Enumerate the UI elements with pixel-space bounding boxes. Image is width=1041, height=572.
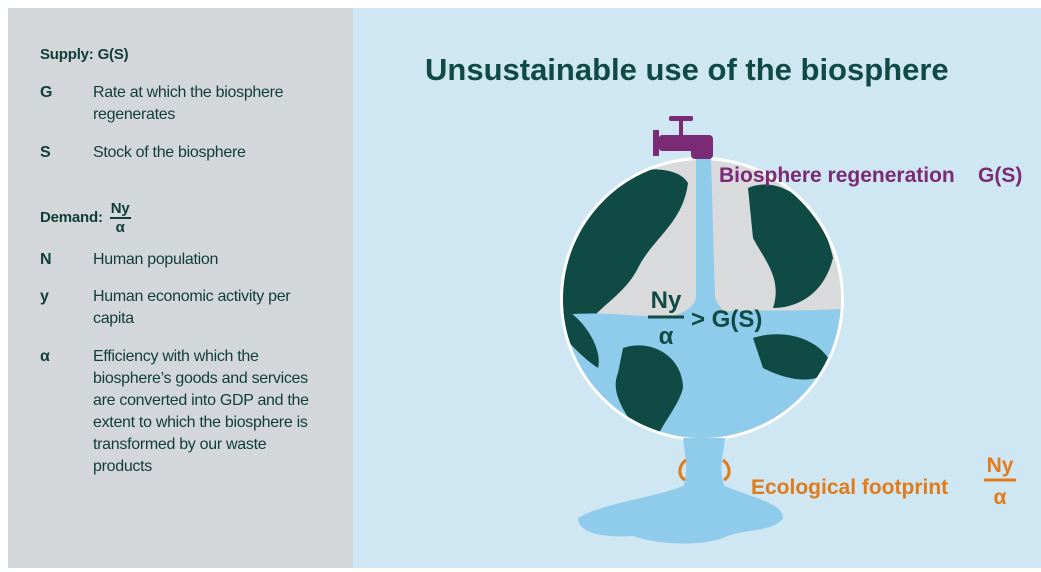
supply-heading: Supply: G(S) (40, 46, 129, 63)
puddle (578, 486, 783, 544)
illustration: Unsustainable use of the biosphere (353, 8, 1041, 568)
drip-mark (678, 458, 687, 482)
footprint-label: Ecological footprint (751, 476, 948, 499)
numerator: Ny (651, 287, 682, 314)
footprint-numerator: Ny (987, 454, 1014, 477)
description: Human population (93, 251, 219, 268)
description: Human economic activity per capita (93, 288, 291, 327)
drip-mark (722, 458, 731, 482)
denominator: α (115, 219, 125, 236)
demand-heading: Demand: Ny α (40, 200, 131, 236)
regeneration-symbol: G(S) (978, 164, 1022, 187)
description: Rate at which the biosphere regenerates (93, 84, 284, 123)
description: Efficiency with which the biosphere’s go… (93, 348, 309, 475)
symbol: G (40, 84, 53, 101)
numerator: Ny (109, 200, 131, 219)
symbol: α (40, 348, 50, 365)
symbol: N (40, 251, 52, 268)
stream (653, 158, 748, 320)
demand-label: Demand: (40, 208, 103, 226)
symbol: S (40, 144, 51, 161)
drip (683, 438, 725, 488)
footprint-denominator: α (994, 486, 1007, 509)
legend-panel: Supply: G(S) G Rate at which the biosphe… (8, 8, 353, 568)
regeneration-label: Biosphere regeneration (719, 164, 955, 187)
tap (653, 116, 713, 159)
relation: > G(S) (691, 306, 762, 333)
fraction: Ny α (109, 200, 131, 236)
denominator: α (659, 323, 674, 350)
symbol: y (40, 288, 49, 305)
title: Unsustainable use of the biosphere (425, 52, 949, 87)
description: Stock of the biosphere (93, 144, 246, 161)
